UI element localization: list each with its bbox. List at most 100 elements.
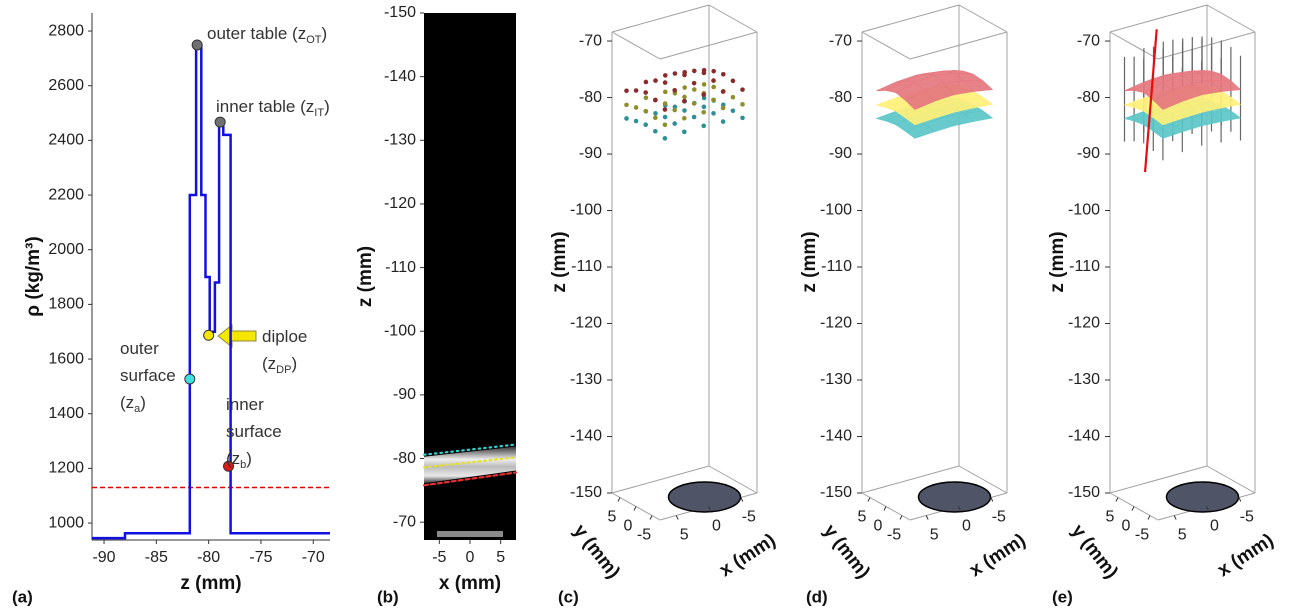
surface-point <box>663 122 668 127</box>
annotation: surface <box>226 422 282 441</box>
surface-point <box>682 95 687 100</box>
z-tick-label: -80 <box>829 89 852 106</box>
x-tick-label: -5 <box>1240 509 1254 526</box>
annotation-subscript: IT <box>314 107 324 119</box>
x-tick-label: -5 <box>432 549 446 566</box>
z-tick-label: -110 <box>1069 258 1100 275</box>
x-tick-label: 5 <box>1178 527 1187 544</box>
landmark-point <box>215 117 225 127</box>
y-tick-label: 1200 <box>48 460 84 477</box>
y-tick-label: 1000 <box>48 514 84 531</box>
base-disk <box>669 482 741 512</box>
z-tick-label: -130 <box>570 371 602 388</box>
y-tick-label: 1800 <box>48 296 84 313</box>
annotation: inner table (zIT) <box>216 97 330 119</box>
annotation-text: surface <box>226 422 282 441</box>
z-tick-label: -120 <box>820 315 852 332</box>
surface-point <box>692 87 697 92</box>
surface-point <box>663 73 668 78</box>
surface-point <box>682 85 687 90</box>
annotation-text: diploe <box>262 327 307 346</box>
annotation: inner <box>226 395 264 414</box>
y-tick-label: -5 <box>637 527 651 544</box>
surface-point <box>644 95 649 100</box>
y-tick-label: 2000 <box>48 241 84 258</box>
z-tick-label: -70 <box>1077 32 1100 49</box>
surface-point <box>624 103 629 108</box>
y-tick-label: -100 <box>384 322 416 339</box>
z-tick-label: -110 <box>571 258 602 275</box>
y-tick-label: -5 <box>887 527 901 544</box>
annotation-text: (z <box>120 393 134 412</box>
z-tick-label: -110 <box>821 258 852 275</box>
surface-point <box>701 124 706 129</box>
y-tick-label: 5 <box>858 509 867 526</box>
surface-point <box>653 115 658 120</box>
x-tick-label: -80 <box>197 549 220 566</box>
panel-label: (e) <box>1052 587 1073 606</box>
surface-point <box>740 102 745 107</box>
surface-point <box>692 115 697 120</box>
x-tick-label: -5 <box>742 509 756 526</box>
y-tick-label: 1400 <box>48 405 84 422</box>
z-tick-label: -150 <box>820 484 852 501</box>
z-axis-label: z (mm) <box>549 231 570 292</box>
surface-point <box>682 130 687 135</box>
surface-point <box>702 68 707 73</box>
surface-point <box>711 85 716 90</box>
y-tick-label: 2600 <box>48 77 84 94</box>
z-axis-label: z (mm) <box>1047 231 1068 292</box>
annotation-text: ) <box>246 449 252 468</box>
y-tick-label: 0 <box>874 518 883 535</box>
surface-point <box>663 107 668 112</box>
z-tick-label: -90 <box>1077 145 1100 162</box>
surface-point <box>721 72 726 77</box>
surface-point <box>663 115 668 120</box>
surface-point <box>624 88 629 93</box>
y-tick-label: 2800 <box>48 22 84 39</box>
surface-point <box>702 82 707 87</box>
surface-point <box>682 108 687 113</box>
y-tick-label: -120 <box>384 195 416 212</box>
surface-point <box>702 105 707 110</box>
y-tick-label: -110 <box>385 259 416 276</box>
z-tick-label: -100 <box>1068 202 1100 219</box>
surface-point <box>740 87 745 92</box>
z-tick-label: -70 <box>829 32 852 49</box>
surface-point <box>663 80 668 85</box>
y-tick-label: 5 <box>608 509 617 526</box>
surface-point <box>701 110 706 115</box>
surface-point <box>634 105 639 110</box>
x-tick-label: -5 <box>992 509 1006 526</box>
z-tick-label: -90 <box>829 145 852 162</box>
x-tick-label: 0 <box>1210 518 1219 535</box>
background <box>0 0 1298 611</box>
x-axis-label: z (mm) <box>180 573 241 594</box>
y-tick-label: -130 <box>384 132 416 149</box>
panel-label: (c) <box>558 587 579 606</box>
z-tick-label: -80 <box>579 89 602 106</box>
x-tick-label: 0 <box>962 518 971 535</box>
surface-point <box>624 116 629 121</box>
annotation-text: inner table (z <box>216 97 314 116</box>
scale-bar <box>437 531 503 537</box>
z-tick-label: -140 <box>570 428 602 445</box>
surface-point <box>653 78 658 83</box>
panel-label: (b) <box>377 587 399 606</box>
annotation: (za) <box>120 393 146 415</box>
z-tick-label: -150 <box>570 484 602 501</box>
surface-point <box>663 101 668 106</box>
z-tick-label: -120 <box>1068 315 1100 332</box>
surface-point <box>721 106 726 111</box>
surface-point <box>682 99 687 104</box>
x-tick-label: 5 <box>930 527 939 544</box>
surface-point <box>731 108 736 113</box>
surface-point <box>643 90 648 95</box>
surface-point <box>634 119 639 124</box>
surface-point <box>653 98 658 103</box>
y-tick-label: -150 <box>384 4 416 21</box>
z-tick-label: -140 <box>1068 428 1100 445</box>
surface-point <box>663 90 668 95</box>
z-tick-label: -90 <box>579 145 602 162</box>
z-tick-label: -100 <box>820 202 852 219</box>
